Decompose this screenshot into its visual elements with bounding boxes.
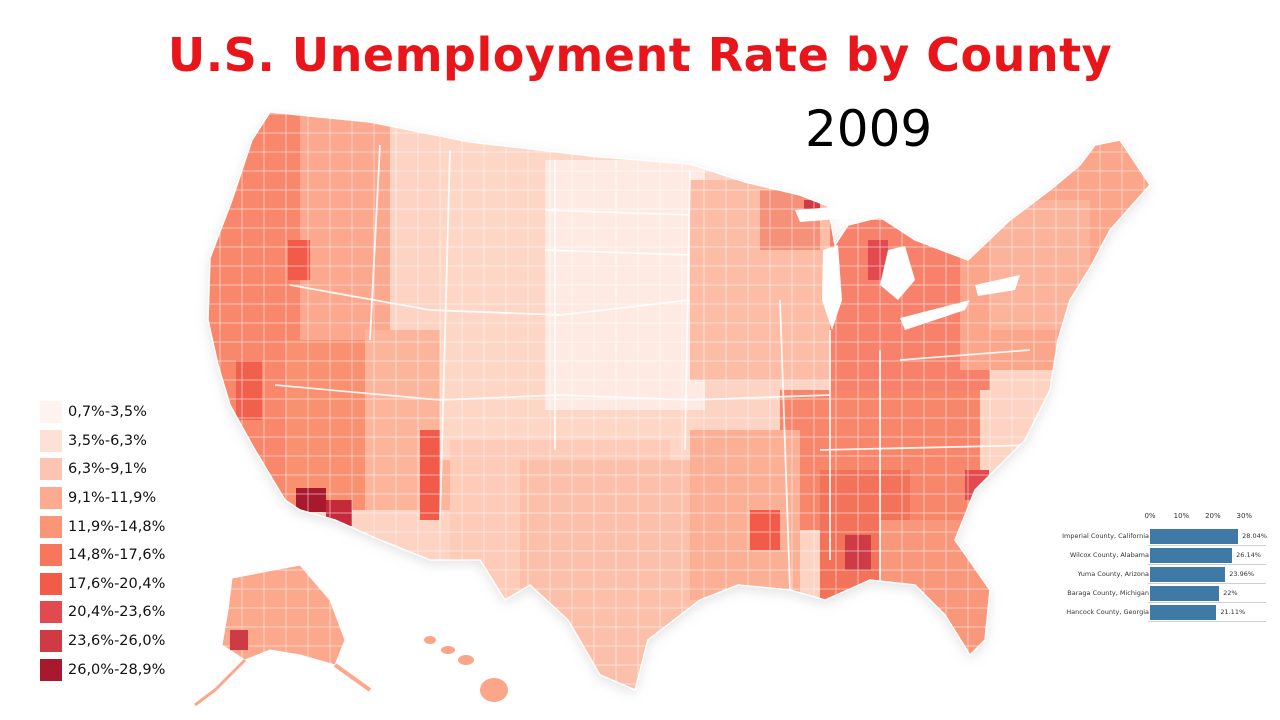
legend-swatch	[40, 601, 62, 624]
bar	[1150, 529, 1239, 544]
legend-label: 20,4%-23,6%	[68, 604, 166, 621]
legend-label: 3,5%-6,3%	[68, 432, 147, 449]
legend-swatch	[40, 630, 62, 653]
legend-item: 14,8%-17,6%	[40, 541, 165, 570]
bar-row: Wilcox County, Alabama 26.14%	[1052, 547, 1267, 565]
bar-value-label: 21.11%	[1220, 608, 1246, 616]
legend-item: 9,1%-11,9%	[40, 484, 165, 513]
legend-swatch	[40, 544, 62, 567]
legend-item: 0,7%-3,5%	[40, 398, 165, 427]
legend-swatch	[40, 658, 62, 681]
legend-label: 26,0%-28,9%	[68, 661, 166, 678]
legend-swatch	[40, 572, 62, 595]
bar-row: Imperial County, California 28.04%	[1052, 528, 1267, 546]
legend-label: 17,6%-20,4%	[68, 575, 166, 592]
legend-swatch	[40, 515, 62, 538]
bar-row: Baraga County, Michigan 22%	[1052, 585, 1267, 603]
bar-value-label: 23.96%	[1229, 570, 1255, 578]
legend-item: 20,4%-23,6%	[40, 598, 165, 627]
legend-label: 0,7%-3,5%	[68, 404, 147, 421]
legend-label: 6,3%-9,1%	[68, 461, 147, 478]
x-tick-label: 30%	[1236, 512, 1253, 520]
legend-swatch	[40, 487, 62, 510]
legend-label: 11,9%-14,8%	[68, 518, 166, 535]
bar-row: Yuma County, Arizona 23.96%	[1052, 566, 1267, 584]
legend-label: 23,6%-26,0%	[68, 633, 166, 650]
alaska	[194, 564, 372, 707]
year-label: 2009	[805, 100, 933, 158]
top-counties-bar-chart: 0% 10% 20% 30% Imperial County, California 2…	[1052, 512, 1267, 624]
bar-value-label: 22%	[1223, 589, 1238, 597]
row-separator	[1148, 602, 1266, 603]
x-axis: 0% 10% 20% 30%	[1144, 512, 1262, 524]
legend-label: 9,1%-11,9%	[68, 490, 157, 507]
x-tick-label: 0%	[1144, 512, 1156, 520]
bar-row: Hancock County, Georgia 21.11%	[1052, 604, 1267, 622]
x-tick-label: 20%	[1205, 512, 1221, 520]
row-separator	[1148, 621, 1266, 622]
bar	[1150, 548, 1233, 563]
legend-item: 11,9%-14,8%	[40, 512, 165, 541]
legend-item: 26,0%-28,9%	[40, 655, 165, 684]
legend-item: 17,6%-20,4%	[40, 570, 165, 599]
legend-label: 14,8%-17,6%	[68, 547, 166, 564]
bar	[1150, 586, 1220, 601]
bar-value-label: 26.14%	[1236, 551, 1261, 559]
bar	[1150, 605, 1217, 620]
bar-category-label: Baraga County, Michigan	[1067, 589, 1149, 597]
legend: 0,7%-3,5% 3,5%-6,3% 6,3%-9,1% 9,1%-11,9% 11,…	[40, 398, 165, 684]
legend-item: 6,3%-9,1%	[40, 455, 165, 484]
row-separator	[1148, 545, 1266, 546]
hawaii	[424, 636, 508, 702]
legend-swatch	[40, 429, 62, 452]
bar-category-label: Imperial County, California	[1062, 532, 1149, 540]
legend-item: 23,6%-26,0%	[40, 627, 165, 656]
bar-category-label: Hancock County, Georgia	[1066, 608, 1149, 616]
legend-swatch	[40, 458, 62, 481]
bar-category-label: Wilcox County, Alabama	[1069, 551, 1149, 559]
legend-item: 3,5%-6,3%	[40, 427, 165, 456]
x-tick-label: 10%	[1173, 512, 1190, 520]
map-title: U.S. Unemployment Rate by County	[167, 28, 1113, 82]
row-separator	[1148, 564, 1266, 565]
bar	[1150, 567, 1226, 582]
bar-value-label: 28.04%	[1242, 532, 1267, 540]
legend-swatch	[40, 401, 62, 424]
row-separator	[1148, 583, 1266, 584]
bar-category-label: Yuma County, Arizona	[1077, 570, 1149, 578]
